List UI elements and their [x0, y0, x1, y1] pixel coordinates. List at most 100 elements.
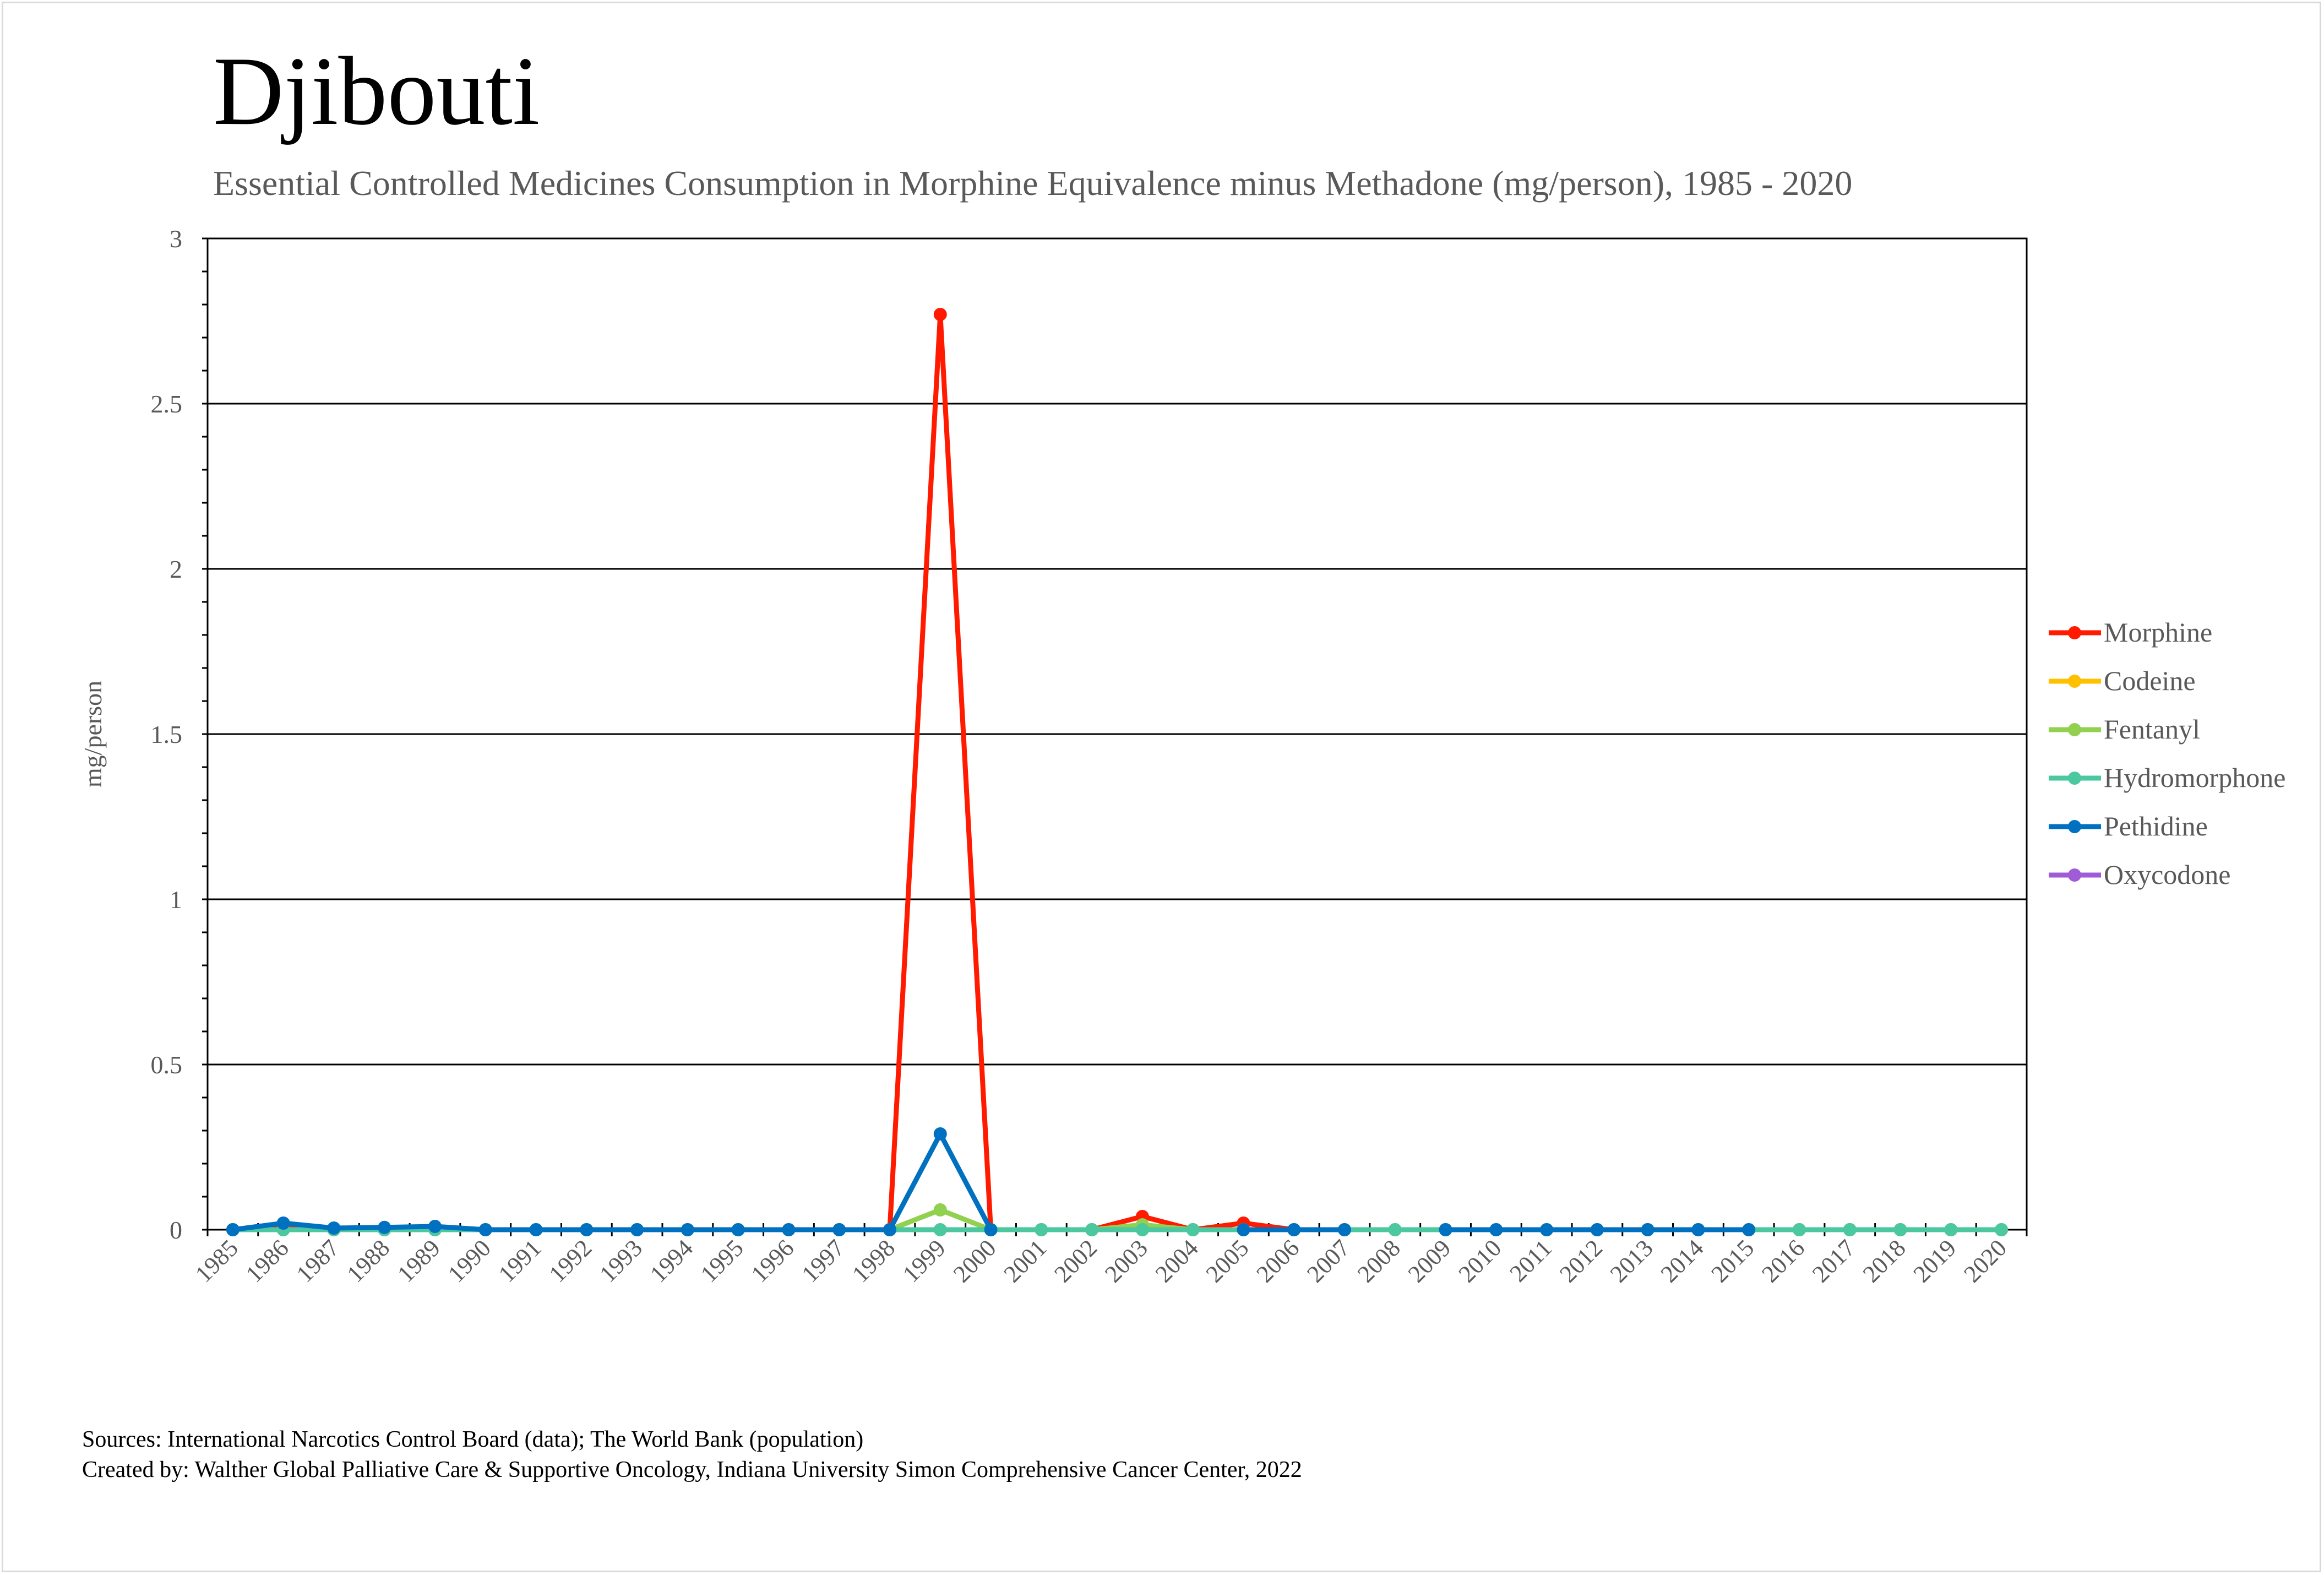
- data-point: [933, 1203, 947, 1216]
- data-point: [681, 1223, 694, 1236]
- data-point: [883, 1223, 896, 1236]
- x-tick-label: 2019: [1908, 1234, 1962, 1288]
- data-point: [782, 1223, 796, 1236]
- legend-item: Pethidine: [2049, 811, 2208, 841]
- data-point: [478, 1223, 492, 1236]
- y-axis-label: mg/person: [79, 681, 107, 788]
- series-line: [232, 1207, 2002, 1232]
- y-tick-label: 2.5: [151, 390, 183, 418]
- x-tick-label: 2015: [1706, 1234, 1759, 1288]
- data-point: [1085, 1223, 1099, 1236]
- chart-title: Djibouti: [213, 36, 540, 145]
- gridlines: [208, 237, 2027, 1066]
- x-tick-label: 1996: [746, 1234, 799, 1288]
- line-chart: 00.511.522.53 19851986198719881989199019…: [79, 225, 2286, 1288]
- x-tick-label: 2007: [1302, 1234, 1355, 1288]
- data-point: [1944, 1223, 1958, 1236]
- x-tick-label: 1994: [645, 1234, 698, 1288]
- x-tick-label: 1993: [594, 1234, 647, 1288]
- x-tick-label: 2020: [1958, 1234, 2012, 1288]
- chart-subtitle: Essential Controlled Medicines Consumpti…: [213, 164, 1853, 203]
- x-tick-label: 2013: [1605, 1234, 1658, 1288]
- legend-swatch-marker: [2068, 626, 2081, 639]
- legend-label: Oxycodone: [2104, 859, 2231, 890]
- data-point: [1540, 1223, 1554, 1236]
- x-tick-label: 2018: [1858, 1234, 1911, 1288]
- data-point: [428, 1220, 442, 1233]
- legend-swatch-marker: [2068, 723, 2081, 736]
- x-tick-label: 2010: [1454, 1234, 1507, 1288]
- x-tick-label: 2004: [1150, 1234, 1204, 1288]
- y-axis-ticks: 0 0.5 1 1.5 2 2.5 3: [151, 225, 208, 1244]
- series-pethidine: [226, 1127, 1756, 1236]
- legend-swatch-marker: [2068, 675, 2081, 688]
- data-point: [378, 1220, 391, 1234]
- data-point: [933, 1127, 947, 1140]
- data-point: [630, 1223, 644, 1236]
- legend-item: Codeine: [2049, 665, 2196, 696]
- data-point: [832, 1223, 846, 1236]
- x-tick-label: 2009: [1403, 1234, 1456, 1288]
- y-tick-label: 1.5: [151, 720, 183, 748]
- data-point: [1590, 1223, 1604, 1236]
- x-tick-label: 1998: [847, 1234, 900, 1288]
- data-point: [1641, 1223, 1654, 1236]
- data-point: [1186, 1223, 1200, 1236]
- legend-item: Hydromorphone: [2049, 762, 2286, 793]
- data-point: [1338, 1223, 1351, 1236]
- data-point: [1995, 1223, 2009, 1236]
- series-morphine: [226, 308, 2009, 1236]
- x-tick-label: 2006: [1251, 1234, 1304, 1288]
- data-point: [1388, 1223, 1402, 1236]
- data-point: [1843, 1223, 1857, 1236]
- x-tick-label: 1988: [341, 1234, 395, 1288]
- data-point: [1287, 1223, 1301, 1236]
- y-tick-label: 0: [170, 1216, 182, 1244]
- data-point: [580, 1223, 594, 1236]
- data-point: [933, 308, 947, 321]
- x-tick-label: 1989: [392, 1234, 445, 1288]
- legend-item: Oxycodone: [2049, 859, 2231, 890]
- sources-note: Sources: International Narcotics Control…: [82, 1427, 864, 1452]
- y-tick-label: 2: [170, 555, 182, 583]
- created-by-note: Created by: Walther Global Palliative Ca…: [82, 1457, 1302, 1482]
- data-point: [933, 1223, 947, 1236]
- legend-swatch-marker: [2068, 772, 2081, 785]
- data-point: [1135, 1223, 1149, 1236]
- x-tick-label: 2011: [1504, 1234, 1557, 1287]
- data-point: [529, 1223, 543, 1236]
- data-point: [731, 1223, 745, 1236]
- legend-label: Morphine: [2104, 617, 2212, 648]
- x-tick-label: 2001: [999, 1234, 1052, 1288]
- y-tick-label: 3: [170, 225, 182, 253]
- x-tick-label: 2014: [1656, 1234, 1709, 1288]
- legend-label: Codeine: [2104, 665, 2196, 696]
- x-tick-label: 2016: [1756, 1234, 1810, 1288]
- data-point: [226, 1223, 240, 1236]
- series-line: [232, 1131, 993, 1232]
- x-tick-label: 1986: [241, 1234, 294, 1288]
- data-point: [1893, 1223, 1907, 1236]
- x-tick-label: 1999: [897, 1234, 951, 1288]
- x-tick-label: 1987: [291, 1234, 345, 1288]
- data-point: [984, 1223, 998, 1236]
- series-lines: [226, 308, 2009, 1236]
- legend-item: Fentanyl: [2049, 714, 2200, 745]
- data-point: [1489, 1223, 1503, 1236]
- x-tick-label: 1990: [443, 1234, 496, 1288]
- x-tick-label: 2008: [1352, 1234, 1406, 1288]
- x-tick-label: 2003: [1100, 1234, 1153, 1288]
- legend-swatch-marker: [2068, 820, 2081, 833]
- x-tick-label: 2005: [1201, 1234, 1254, 1288]
- legend-item: Morphine: [2049, 617, 2212, 648]
- x-tick-label: 1991: [493, 1234, 547, 1288]
- legend-label: Fentanyl: [2104, 714, 2200, 745]
- legend-label: Pethidine: [2104, 811, 2208, 841]
- x-tick-label: 1995: [695, 1234, 749, 1288]
- data-point: [1035, 1223, 1048, 1236]
- x-tick-label: 2002: [1049, 1234, 1102, 1288]
- data-point: [1237, 1223, 1250, 1236]
- x-tick-label: 2012: [1554, 1234, 1608, 1288]
- legend: Morphine Codeine Fentanyl Hydromorphone Peth…: [2049, 617, 2286, 890]
- data-point: [276, 1216, 290, 1230]
